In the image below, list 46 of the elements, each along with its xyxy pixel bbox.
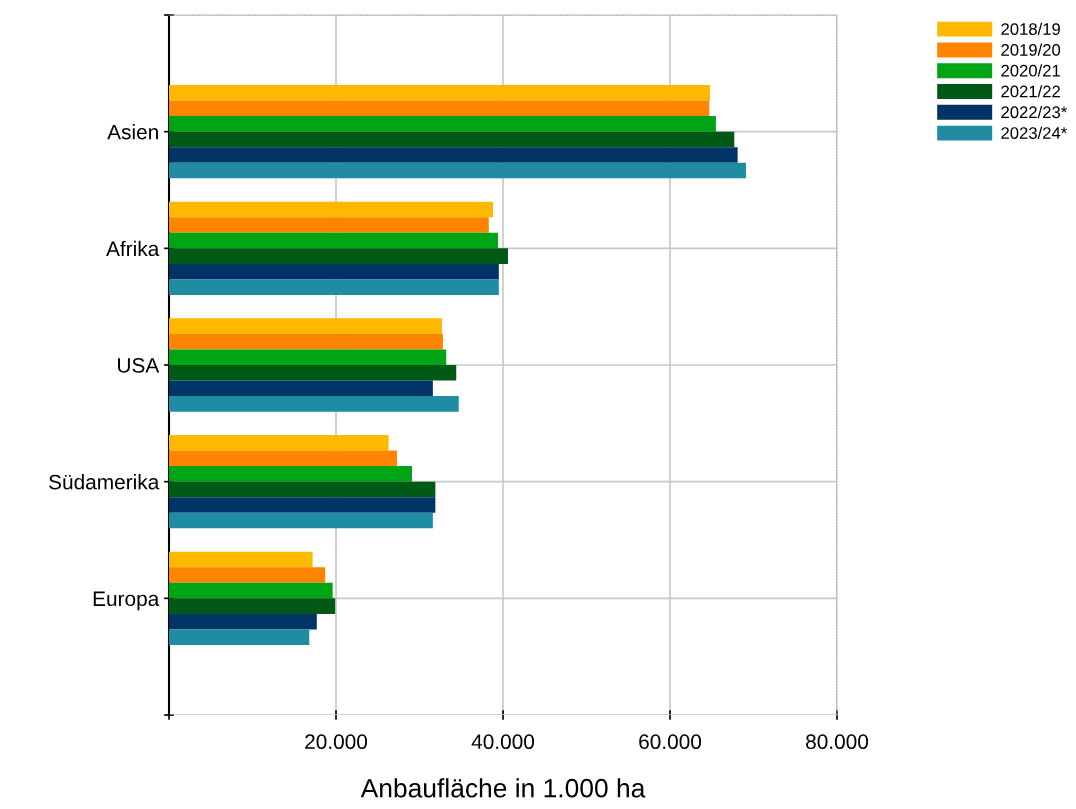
bar (169, 248, 509, 264)
y-tick-label: Südamerika (49, 474, 160, 490)
x-tick-label: 20.000 (305, 734, 368, 750)
bar (169, 100, 710, 117)
legend-label: 2023/24* (1001, 126, 1067, 139)
legend-label: 2019/20 (1001, 43, 1061, 56)
bar (169, 435, 389, 451)
bar (169, 217, 489, 233)
legend-label: 2020/21 (1001, 64, 1060, 77)
bar (169, 450, 397, 467)
bar (169, 551, 313, 568)
bar (169, 365, 457, 381)
y-tick-label: Europa (93, 591, 160, 611)
x-axis-title: Anbaufläche in 1.000 ha (360, 778, 646, 798)
bar (169, 466, 412, 482)
bar (169, 512, 433, 529)
bar (169, 162, 746, 179)
bar (169, 116, 716, 132)
legend-label: 2022/23* (1001, 105, 1067, 119)
bar (169, 85, 711, 101)
bar (169, 567, 326, 583)
legend-label: 2021/22 (1001, 85, 1060, 98)
legend-label: 2018/19 (1001, 22, 1060, 35)
y-tick-label: Asien (107, 124, 158, 140)
bar (169, 333, 443, 350)
bar (169, 263, 499, 280)
bar (169, 147, 738, 163)
y-tick-label: Afrika (106, 240, 160, 257)
bar (169, 349, 447, 365)
bar (169, 481, 436, 498)
bar (169, 629, 310, 645)
bar (169, 497, 436, 513)
x-tick-label: 60.000 (639, 734, 702, 750)
y-tick-label: USA (118, 358, 160, 373)
bar (169, 279, 499, 295)
bar (169, 613, 317, 630)
x-tick-label: 40.000 (471, 734, 535, 750)
bar (169, 318, 443, 334)
bar (169, 201, 493, 218)
bar (169, 232, 498, 249)
bar (169, 396, 459, 412)
x-tick-label: 80.000 (806, 734, 869, 750)
bar (169, 598, 336, 614)
bar (169, 131, 735, 148)
bar (169, 582, 333, 599)
bar (169, 380, 433, 397)
